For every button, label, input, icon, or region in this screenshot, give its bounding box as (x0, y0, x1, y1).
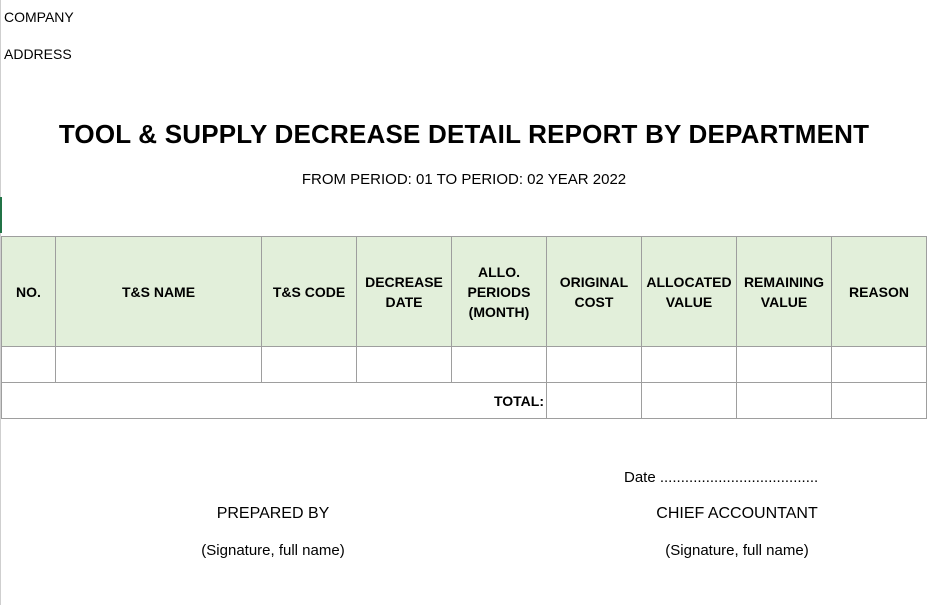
date-line: Date ...................................… (624, 469, 819, 486)
total-remaining-value-cell[interactable] (736, 382, 832, 419)
selected-row-marker (0, 197, 2, 233)
table-row (1, 346, 927, 383)
table-header-row: NO. T&S NAME T&S CODE DECREASE DATE ALLO… (1, 236, 927, 347)
sheet-left-border (0, 0, 1, 605)
company-label: COMPANY (4, 9, 74, 25)
total-reason-cell[interactable] (831, 382, 927, 419)
report-period: FROM PERIOD: 01 TO PERIOD: 02 YEAR 2022 (301, 171, 627, 188)
total-row: TOTAL: (1, 382, 927, 419)
column-header-allocated-value[interactable]: ALLOCATED VALUE (641, 236, 737, 347)
table-cell[interactable] (641, 346, 737, 383)
table-cell[interactable] (451, 346, 547, 383)
table-cell[interactable] (1, 346, 56, 383)
column-header-original-cost[interactable]: ORIGINAL COST (546, 236, 642, 347)
column-header-ts-code[interactable]: T&S CODE (261, 236, 357, 347)
total-label: TOTAL: (1, 382, 547, 419)
table-cell[interactable] (831, 346, 927, 383)
address-label: ADDRESS (4, 46, 72, 62)
table-cell[interactable] (55, 346, 262, 383)
chief-accountant-signature-hint: (Signature, full name) (665, 542, 809, 559)
column-header-decrease-date[interactable]: DECREASE DATE (356, 236, 452, 347)
table-cell[interactable] (736, 346, 832, 383)
chief-accountant-label: CHIEF ACCOUNTANT (656, 505, 818, 522)
total-original-cost-cell[interactable] (546, 382, 642, 419)
table-cell[interactable] (261, 346, 357, 383)
prepared-by-label: PREPARED BY (216, 505, 330, 522)
column-header-no[interactable]: NO. (1, 236, 56, 347)
column-header-remaining-value[interactable]: REMAINING VALUE (736, 236, 832, 347)
table-cell[interactable] (546, 346, 642, 383)
total-allocated-value-cell[interactable] (641, 382, 737, 419)
prepared-by-signature-hint: (Signature, full name) (201, 542, 345, 559)
column-header-allo-periods[interactable]: ALLO. PERIODS (MONTH) (451, 236, 547, 347)
report-title: TOOL & SUPPLY DECREASE DETAIL REPORT BY … (58, 119, 870, 149)
column-header-ts-name[interactable]: T&S NAME (55, 236, 262, 347)
column-header-reason[interactable]: REASON (831, 236, 927, 347)
table-cell[interactable] (356, 346, 452, 383)
report-table: NO. T&S NAME T&S CODE DECREASE DATE ALLO… (1, 236, 927, 419)
